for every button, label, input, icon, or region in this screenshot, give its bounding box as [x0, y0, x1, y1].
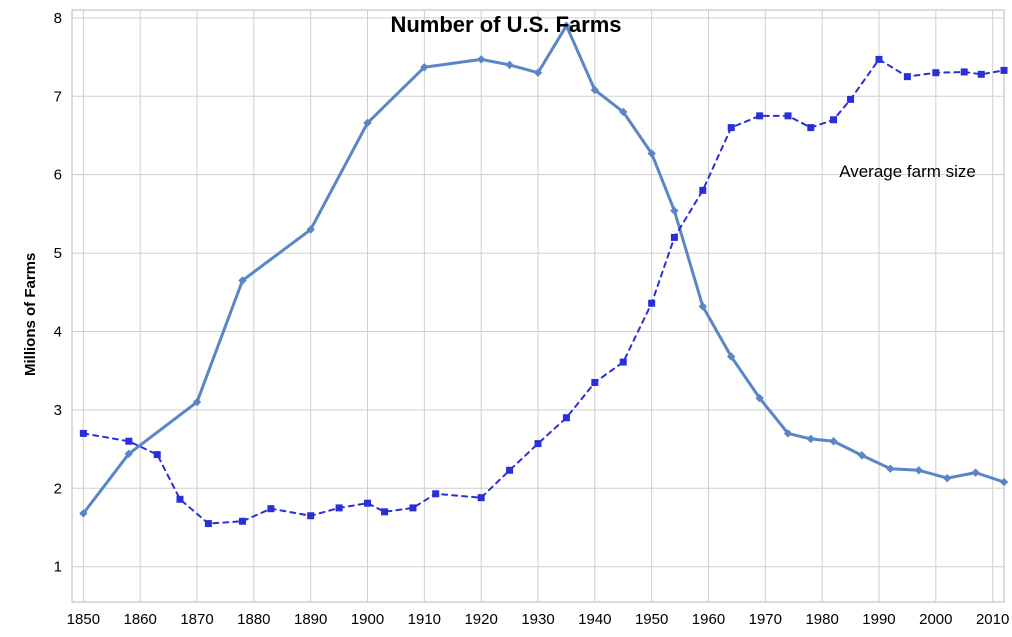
- series-avg-size-marker: [507, 467, 513, 473]
- chart-svg: 1234567818501860187018801890190019101920…: [0, 0, 1012, 637]
- x-tick-label: 1990: [862, 611, 895, 628]
- series-avg-size-marker: [933, 70, 939, 76]
- series-avg-size-marker: [336, 505, 342, 511]
- series-avg-size-marker: [700, 187, 706, 193]
- y-tick-label: 1: [54, 559, 62, 576]
- x-tick-label: 1980: [805, 611, 838, 628]
- series-avg-size-marker: [535, 441, 541, 447]
- chart-container: Number of U.S. Farms Millions of Farms A…: [0, 0, 1012, 637]
- x-tick-label: 1860: [124, 611, 157, 628]
- series-avg-size-marker: [904, 74, 910, 80]
- y-axis-label: Millions of Farms: [22, 253, 39, 376]
- series-avg-size-marker: [177, 496, 183, 502]
- y-tick-label: 3: [54, 402, 62, 419]
- series-avg-size-marker: [808, 125, 814, 131]
- x-tick-label: 1880: [237, 611, 270, 628]
- series-avg-size-marker: [961, 69, 967, 75]
- series-avg-size-marker: [876, 56, 882, 62]
- y-tick-label: 7: [54, 88, 62, 105]
- series-avg-size-marker: [126, 438, 132, 444]
- series-avg-size-marker: [620, 359, 626, 365]
- series-avg-size-marker: [308, 513, 314, 519]
- x-tick-label: 2000: [919, 611, 952, 628]
- x-tick-label: 1920: [464, 611, 497, 628]
- chart-title: Number of U.S. Farms: [0, 12, 1012, 38]
- series-avg-size-marker: [848, 96, 854, 102]
- series-avg-size-marker: [410, 505, 416, 511]
- series-avg-size-marker: [649, 300, 655, 306]
- x-tick-label: 1960: [692, 611, 725, 628]
- x-tick-label: 1940: [578, 611, 611, 628]
- series-avg-size-marker: [671, 234, 677, 240]
- series-avg-size-marker: [978, 71, 984, 77]
- series-avg-size-marker: [433, 491, 439, 497]
- series-avg-size-marker: [1001, 67, 1007, 73]
- y-tick-label: 5: [54, 245, 62, 262]
- series-avg-size-marker: [205, 521, 211, 527]
- x-tick-label: 1910: [408, 611, 441, 628]
- series-avg-size-marker: [563, 415, 569, 421]
- series-avg-size-marker: [365, 500, 371, 506]
- series-avg-size-marker: [268, 506, 274, 512]
- series-avg-size-marker: [239, 518, 245, 524]
- x-tick-label: 1930: [521, 611, 554, 628]
- series-avg-size-marker: [831, 117, 837, 123]
- x-tick-label: 1900: [351, 611, 384, 628]
- x-tick-label: 2010: [976, 611, 1009, 628]
- x-tick-label: 1850: [67, 611, 100, 628]
- series-avg-size-marker: [728, 125, 734, 131]
- y-tick-label: 6: [54, 167, 62, 184]
- series-avg-size-marker: [80, 430, 86, 436]
- y-tick-label: 4: [54, 323, 62, 340]
- y-tick-label: 2: [54, 480, 62, 497]
- series-inline-label: Average farm size: [839, 162, 976, 182]
- x-tick-label: 1890: [294, 611, 327, 628]
- series-avg-size-marker: [382, 509, 388, 515]
- x-tick-label: 1870: [180, 611, 213, 628]
- series-avg-size-marker: [154, 452, 160, 458]
- series-avg-size-marker: [478, 495, 484, 501]
- series-avg-size-marker: [757, 113, 763, 119]
- x-tick-label: 1970: [749, 611, 782, 628]
- series-avg-size-marker: [785, 113, 791, 119]
- x-tick-label: 1950: [635, 611, 668, 628]
- series-avg-size-marker: [592, 379, 598, 385]
